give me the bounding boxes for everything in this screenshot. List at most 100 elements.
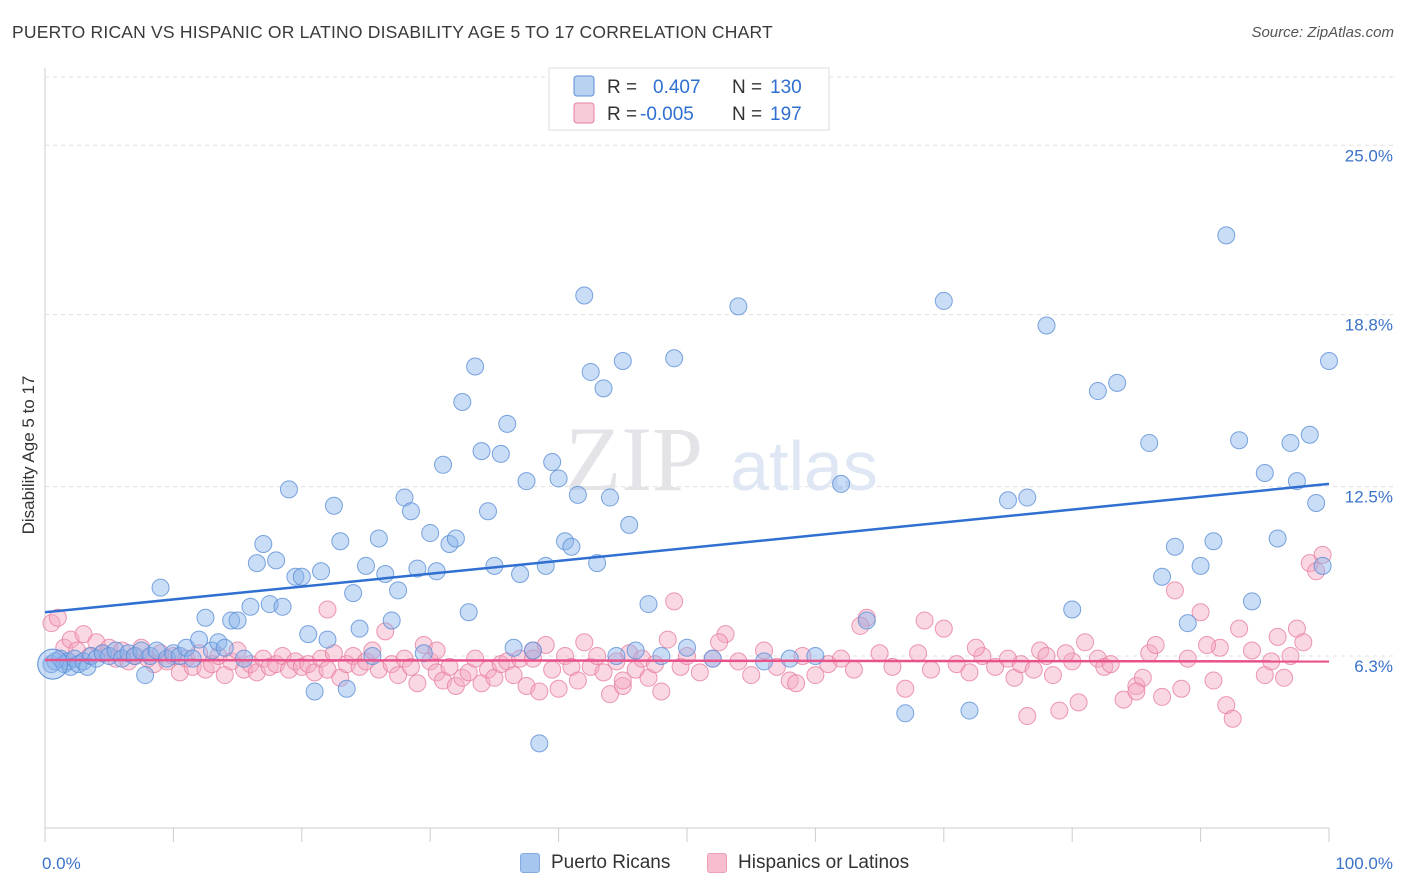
data-point — [523, 641, 542, 660]
data-point — [568, 671, 587, 690]
data-point — [549, 679, 568, 698]
data-point — [1320, 352, 1338, 371]
y-tick-label: 12.5% — [1345, 488, 1393, 507]
data-point — [1300, 425, 1319, 444]
data-point — [729, 297, 748, 316]
y-axis-label: Disability Age 5 to 17 — [19, 376, 38, 535]
trend-layer — [44, 482, 1330, 663]
data-point — [401, 657, 420, 676]
data-point — [376, 622, 395, 641]
data-point — [780, 649, 799, 668]
data-point — [665, 592, 684, 611]
data-point — [267, 551, 286, 570]
data-point — [136, 666, 155, 685]
data-point — [1255, 463, 1274, 482]
data-point — [357, 556, 375, 575]
data-point — [222, 611, 241, 630]
legend-n-label-hispanics: N = — [732, 104, 762, 125]
data-point — [588, 646, 607, 665]
data-point — [665, 349, 684, 368]
data-point — [600, 488, 619, 507]
data-point — [1191, 556, 1210, 575]
data-point — [658, 630, 677, 649]
axes-layer — [44, 68, 1330, 842]
data-point — [1146, 636, 1165, 655]
data-point — [401, 502, 420, 521]
data-point — [1242, 641, 1261, 660]
data-point — [857, 611, 876, 630]
data-point — [1043, 666, 1062, 685]
data-point — [292, 567, 311, 586]
data-point — [581, 362, 600, 381]
data-point — [575, 633, 594, 652]
data-point — [626, 641, 645, 660]
data-point — [498, 414, 517, 433]
x-tick-label: 0.0% — [42, 854, 81, 873]
data-point — [1268, 627, 1287, 646]
data-point — [710, 633, 729, 652]
data-point — [382, 611, 401, 630]
data-point — [247, 554, 266, 573]
data-point — [594, 663, 613, 682]
watermark-zip: ZIP — [565, 408, 703, 510]
data-point — [241, 597, 260, 616]
data-point — [703, 649, 722, 668]
data-point — [273, 597, 292, 616]
data-point — [1114, 690, 1133, 709]
data-point — [1230, 431, 1249, 450]
data-point — [254, 534, 273, 553]
data-point — [1037, 316, 1056, 335]
data-point — [1063, 600, 1082, 619]
data-point — [324, 496, 343, 515]
data-point — [299, 625, 318, 644]
data-point — [1018, 488, 1037, 507]
data-point — [1307, 494, 1326, 513]
data-point — [337, 679, 356, 698]
data-point — [1172, 679, 1191, 698]
data-point — [478, 502, 497, 521]
data-point — [921, 660, 940, 679]
data-point — [832, 649, 851, 668]
source-label: Source: ZipAtlas.com — [1251, 24, 1394, 41]
data-point — [620, 515, 639, 534]
data-point — [678, 638, 696, 657]
legend-swatch-puerto-ricans — [573, 75, 595, 97]
data-point — [588, 554, 607, 573]
data-point — [434, 455, 453, 474]
data-point — [1178, 614, 1197, 633]
data-point — [960, 701, 979, 720]
data-point — [1223, 709, 1242, 728]
bottom-legend-swatch-puerto-ricans — [520, 853, 540, 873]
data-point — [1313, 556, 1332, 575]
legend-r-label-puerto-ricans: R = — [607, 77, 637, 98]
data-point — [1153, 687, 1172, 706]
data-point — [562, 537, 581, 556]
data-point — [652, 682, 671, 701]
data-point — [1191, 603, 1210, 622]
data-point — [517, 472, 536, 491]
data-point — [1101, 655, 1120, 674]
data-point — [909, 644, 928, 663]
data-point — [1024, 660, 1043, 679]
data-point — [183, 649, 202, 668]
data-point — [1268, 529, 1287, 548]
stats-legend: R = 0.407 N = 130 R = -0.005 N = 197 — [548, 67, 830, 131]
data-point — [215, 638, 234, 657]
data-point — [613, 676, 632, 695]
data-point — [235, 649, 254, 668]
data-point — [466, 357, 485, 376]
y-tick-label: 6.3% — [1354, 657, 1393, 676]
data-point — [363, 646, 382, 665]
data-point — [459, 603, 478, 622]
data-point — [870, 644, 889, 663]
data-point — [318, 600, 337, 619]
data-point — [1018, 707, 1037, 726]
data-point — [504, 666, 523, 685]
data-point — [312, 562, 331, 581]
chart-title: PUERTO RICAN VS HISPANIC OR LATINO DISAB… — [12, 22, 773, 42]
x-tick-label: 100.0% — [1335, 854, 1393, 873]
legend-n-value-puerto-ricans: 130 — [770, 77, 802, 98]
data-point — [671, 657, 690, 676]
data-point — [369, 529, 388, 548]
